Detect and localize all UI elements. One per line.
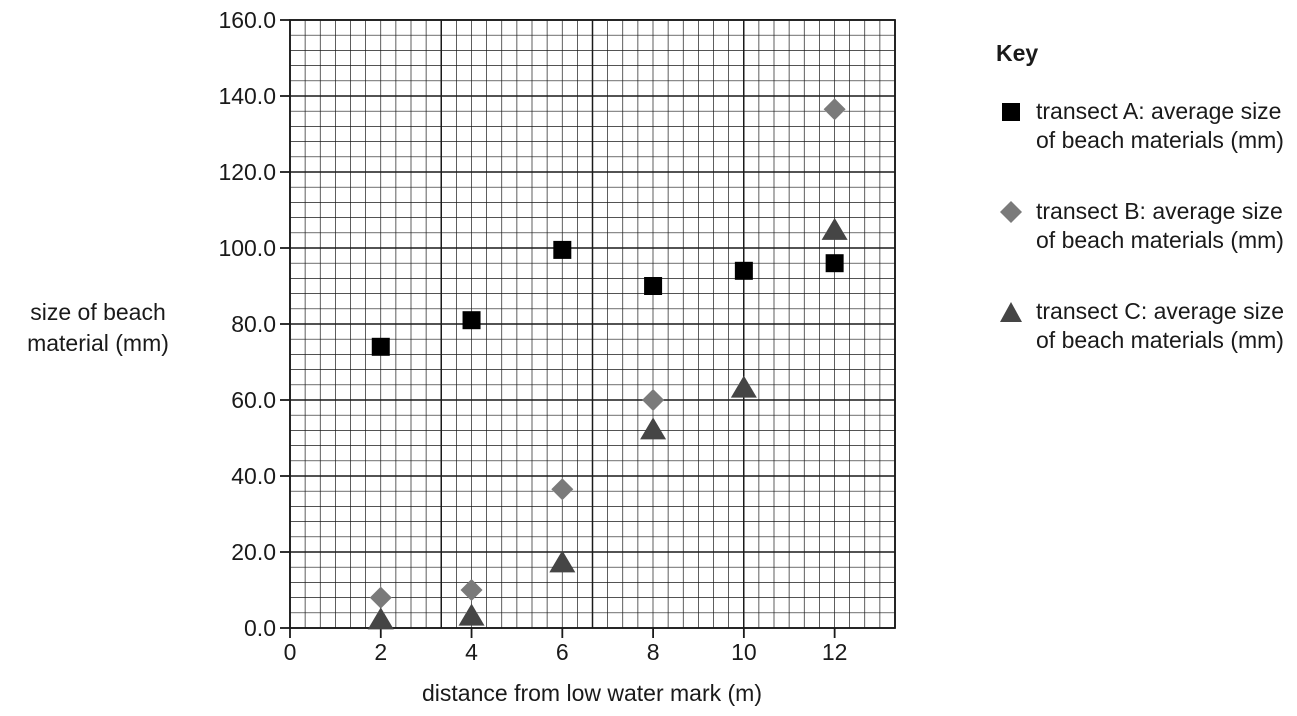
plot-grid xyxy=(289,19,896,629)
point-transect-c xyxy=(730,375,757,398)
point-transect-a xyxy=(644,277,663,295)
point-transect-b xyxy=(642,389,665,411)
data-points xyxy=(367,98,848,630)
legend-title: Key xyxy=(996,40,1039,66)
point-transect-b xyxy=(369,586,392,609)
y-tick-label: 60.0 xyxy=(231,387,276,413)
point-transect-c xyxy=(821,217,848,240)
legend-item-transect-a: transect A: average size of beach materi… xyxy=(990,97,1290,155)
legend-item-transect-c: transect C: average size of beach materi… xyxy=(990,297,1290,355)
legend: Key transect A: average size of beach ma… xyxy=(990,40,1290,397)
x-tick-label: 10 xyxy=(731,639,757,665)
y-tick-label: 40.0 xyxy=(231,463,276,489)
y-axis-title-line: material (mm) xyxy=(27,330,169,356)
point-transect-a xyxy=(734,261,753,280)
y-tick-label: 80.0 xyxy=(231,311,276,337)
x-tick-label: 6 xyxy=(556,639,569,665)
x-tick-label: 4 xyxy=(465,639,478,665)
point-transect-b xyxy=(823,98,846,121)
x-tick-label: 12 xyxy=(822,639,848,665)
x-axis: 0 2 4 6 8 10 12 xyxy=(284,628,848,665)
point-transect-b xyxy=(460,579,483,601)
legend-label: transect C: average size of beach materi… xyxy=(1036,298,1285,353)
y-tick-label: 0.0 xyxy=(244,615,276,641)
point-transect-a xyxy=(825,254,844,273)
point-transect-a xyxy=(553,240,572,259)
legend-label: transect A: average size of beach materi… xyxy=(1036,98,1284,153)
diamond-marker-icon xyxy=(1000,201,1022,223)
y-tick-label: 140.0 xyxy=(218,83,276,109)
y-tick-label: 120.0 xyxy=(218,159,276,185)
x-tick-label: 2 xyxy=(374,639,387,665)
y-tick-label: 100.0 xyxy=(218,235,276,261)
square-marker-icon xyxy=(1002,103,1020,121)
point-transect-c xyxy=(640,417,667,440)
y-axis-title-line: size of beach xyxy=(30,299,166,325)
legend-label: transect B: average size of beach materi… xyxy=(1036,198,1284,253)
x-axis-title: distance from low water mark (m) xyxy=(422,680,762,706)
legend-item-transect-b: transect B: average size of beach materi… xyxy=(990,197,1290,255)
y-axis: 0.0 20.0 40.0 60.0 80.0 100.0 120.0 140.0 160.0 xyxy=(218,7,290,641)
point-transect-a xyxy=(462,311,481,330)
point-transect-c xyxy=(367,607,394,630)
y-tick-label: 160.0 xyxy=(218,7,276,33)
y-axis-title: size of beach material (mm) xyxy=(27,299,169,356)
x-tick-label: 0 xyxy=(284,639,297,665)
point-transect-b xyxy=(551,478,574,501)
point-transect-c xyxy=(458,603,485,626)
x-tick-label: 8 xyxy=(647,639,660,665)
point-transect-a xyxy=(371,337,390,356)
y-tick-label: 20.0 xyxy=(231,539,276,565)
point-transect-c xyxy=(549,550,576,573)
triangle-marker-icon xyxy=(1000,302,1022,322)
